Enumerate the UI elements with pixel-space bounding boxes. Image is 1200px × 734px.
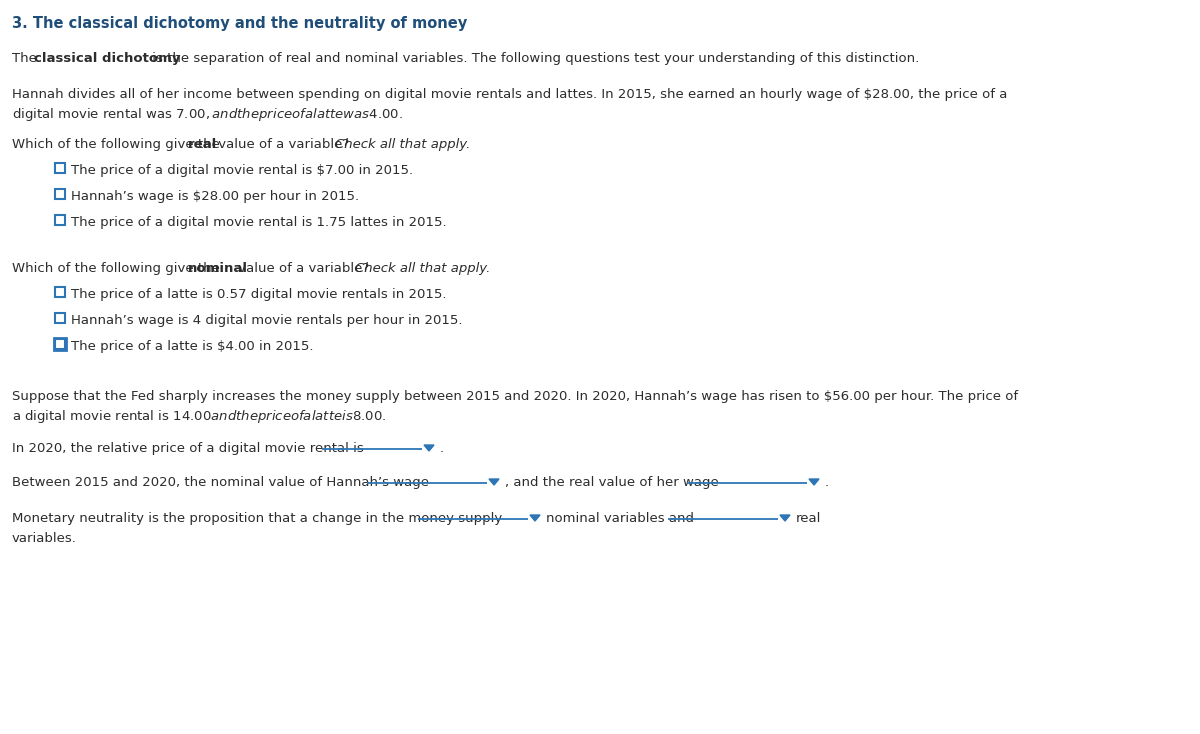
Text: Check all that apply.: Check all that apply. [355,262,491,275]
Bar [55,313,65,323]
Text: classical dichotomy: classical dichotomy [34,52,180,65]
Text: Suppose that the Fed sharply increases the money supply between 2015 and 2020. I: Suppose that the Fed sharply increases t… [12,390,1018,403]
Text: The price of a digital movie rental is 1.75 lattes in 2015.: The price of a digital movie rental is 1… [71,216,446,229]
Bar [55,287,65,297]
Text: is the separation of real and nominal variables. The following questions test yo: is the separation of real and nominal va… [148,52,919,65]
Text: variables.: variables. [12,532,77,545]
Text: The: The [12,52,41,65]
Text: , and the real value of her wage: , and the real value of her wage [505,476,719,489]
Polygon shape [780,515,790,521]
Bar [55,189,65,199]
Text: a digital movie rental is $14.00 and the price of a latte is $8.00.: a digital movie rental is $14.00 and the… [12,408,386,425]
Text: Check all that apply.: Check all that apply. [335,138,470,151]
Text: Between 2015 and 2020, the nominal value of Hannah’s wage: Between 2015 and 2020, the nominal value… [12,476,430,489]
Text: value of a variable?: value of a variable? [234,262,373,275]
Text: 3. The classical dichotomy and the neutrality of money: 3. The classical dichotomy and the neutr… [12,16,467,31]
Text: .: . [440,442,444,455]
Bar [54,338,66,350]
Bar [55,163,65,173]
Bar [55,215,65,225]
Text: nominal: nominal [188,262,248,275]
Text: Hannah divides all of her income between spending on digital movie rentals and l: Hannah divides all of her income between… [12,88,1007,101]
Text: Monetary neutrality is the proposition that a change in the money supply: Monetary neutrality is the proposition t… [12,512,503,525]
Polygon shape [809,479,818,485]
Text: Which of the following give the: Which of the following give the [12,138,224,151]
Text: Which of the following give the: Which of the following give the [12,262,224,275]
Text: The price of a latte is 0.57 digital movie rentals in 2015.: The price of a latte is 0.57 digital mov… [71,288,446,301]
Text: value of a variable?: value of a variable? [214,138,354,151]
Text: Hannah’s wage is $28.00 per hour in 2015.: Hannah’s wage is $28.00 per hour in 2015… [71,190,359,203]
Text: The price of a digital movie rental is $7.00 in 2015.: The price of a digital movie rental is $… [71,164,413,177]
Bar [55,339,65,349]
Text: real: real [188,138,217,151]
Text: real: real [796,512,821,525]
Text: In 2020, the relative price of a digital movie rental is: In 2020, the relative price of a digital… [12,442,364,455]
Text: Hannah’s wage is 4 digital movie rentals per hour in 2015.: Hannah’s wage is 4 digital movie rentals… [71,314,462,327]
Text: The price of a latte is $4.00 in 2015.: The price of a latte is $4.00 in 2015. [71,340,313,353]
Polygon shape [530,515,540,521]
Text: .: . [826,476,829,489]
Text: digital movie rental was $7.00, and the price of a latte was $4.00.: digital movie rental was $7.00, and the … [12,106,403,123]
Text: nominal variables and: nominal variables and [546,512,694,525]
Polygon shape [490,479,499,485]
Polygon shape [424,445,434,451]
